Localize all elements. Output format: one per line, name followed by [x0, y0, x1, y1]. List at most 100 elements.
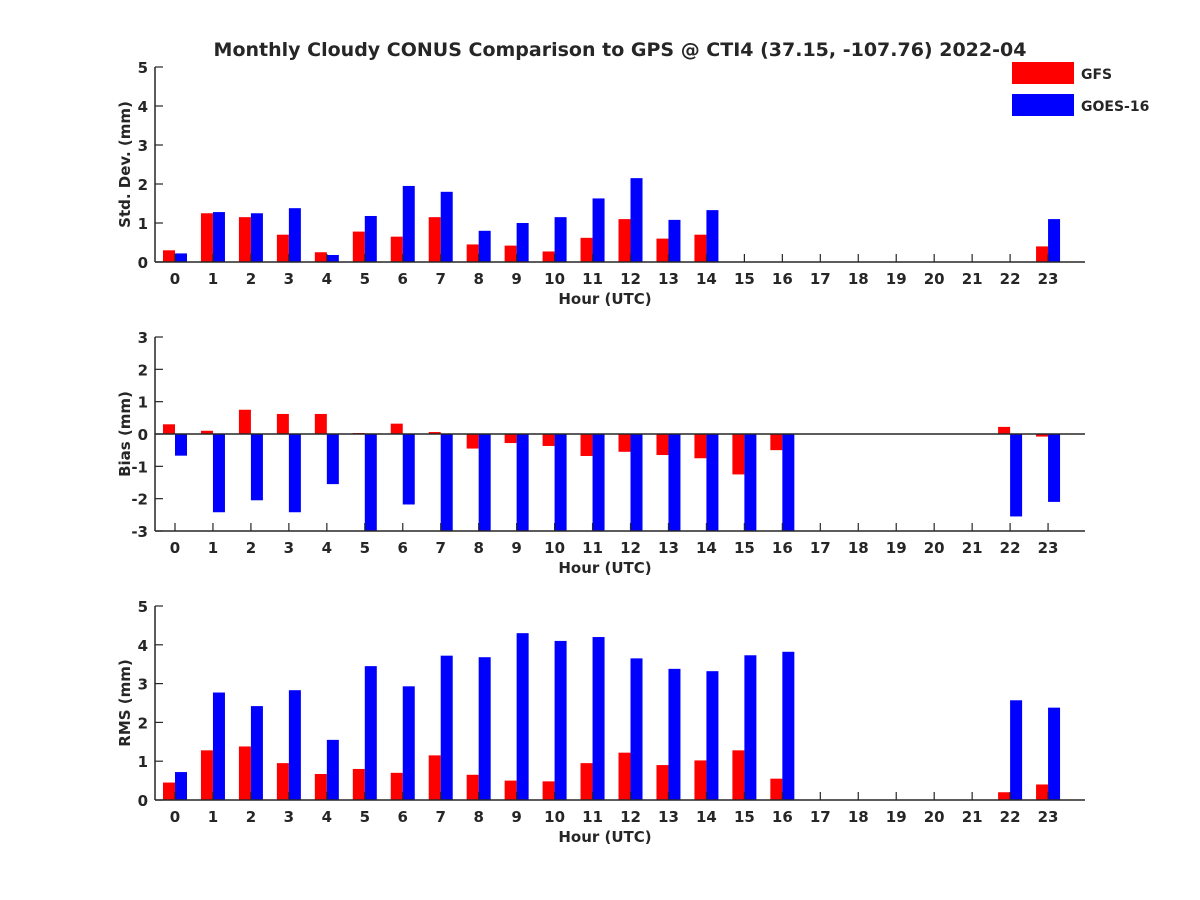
- bar-goes-16-4: [326, 434, 339, 485]
- bar-gfs-13: [656, 765, 669, 800]
- bar-gfs-22: [998, 426, 1011, 434]
- y-tick-label: 0: [138, 254, 148, 272]
- bar-goes-16-22: [1010, 434, 1023, 517]
- bar-gfs-14: [694, 434, 707, 459]
- bar-goes-16-3: [288, 690, 301, 800]
- x-tick-label: 11: [582, 539, 603, 557]
- x-tick-label: 4: [322, 808, 332, 826]
- y-tick-label: 4: [138, 98, 148, 116]
- bar-goes-16-5: [364, 215, 377, 262]
- bar-gfs-11: [580, 237, 593, 262]
- bar-goes-16-2: [250, 706, 263, 800]
- bar-goes-16-1: [212, 434, 225, 513]
- x-tick-label: 14: [696, 270, 717, 288]
- x-tick-label: 8: [473, 270, 483, 288]
- x-tick-label: 17: [810, 270, 831, 288]
- x-tick-label: 8: [473, 539, 483, 557]
- bar-gfs-5: [352, 768, 365, 800]
- x-tick-label: 1: [208, 539, 218, 557]
- x-tick-label: 20: [924, 539, 945, 557]
- x-tick-label: 16: [772, 270, 793, 288]
- bar-goes-16-14: [706, 434, 719, 531]
- bar-gfs-0: [163, 782, 175, 800]
- bar-goes-16-13: [668, 434, 681, 531]
- y-tick-label: 0: [138, 792, 148, 810]
- bar-goes-16-4: [326, 254, 339, 262]
- bar-goes-16-13: [668, 219, 681, 262]
- bar-gfs-10: [542, 251, 555, 262]
- bar-gfs-1: [200, 750, 213, 800]
- x-tick-label: 12: [620, 808, 641, 826]
- chart-title: Monthly Cloudy CONUS Comparison to GPS @…: [214, 39, 1027, 61]
- bar-goes-16-7: [440, 434, 453, 531]
- y-axis-label: Bias (mm): [116, 391, 134, 477]
- bar-gfs-16: [770, 778, 783, 800]
- bar-gfs-13: [656, 238, 669, 262]
- bar-gfs-14: [694, 760, 707, 800]
- x-tick-label: 20: [924, 270, 945, 288]
- x-tick-label: 23: [1038, 539, 1059, 557]
- x-tick-label: 21: [962, 808, 983, 826]
- bar-goes-16-4: [326, 739, 339, 800]
- x-tick-label: 9: [511, 808, 521, 826]
- bar-goes-16-6: [402, 185, 415, 262]
- bar-gfs-6: [390, 772, 403, 800]
- y-tick-label: 2: [138, 361, 148, 379]
- bar-goes-16-6: [402, 686, 415, 800]
- x-axis-label: Hour (UTC): [558, 290, 651, 308]
- x-tick-label: 18: [848, 270, 869, 288]
- x-tick-label: 9: [511, 539, 521, 557]
- x-tick-label: 3: [284, 808, 294, 826]
- bar-gfs-10: [542, 781, 555, 800]
- y-tick-label: 1: [138, 215, 148, 233]
- x-tick-label: 8: [473, 808, 483, 826]
- bar-gfs-12: [618, 434, 631, 452]
- x-tick-label: 2: [246, 270, 256, 288]
- x-tick-label: 5: [360, 808, 370, 826]
- bar-goes-16-8: [478, 657, 491, 800]
- x-tick-label: 18: [848, 808, 869, 826]
- bar-goes-16-11: [592, 198, 605, 262]
- bar-gfs-9: [504, 434, 517, 444]
- bar-goes-16-15: [744, 434, 757, 531]
- x-tick-label: 7: [435, 270, 445, 288]
- bar-goes-16-2: [250, 434, 263, 501]
- legend-swatch-goes-16: [1012, 94, 1074, 116]
- bar-goes-16-10: [554, 217, 567, 262]
- x-tick-label: 7: [435, 539, 445, 557]
- bar-goes-16-1: [212, 212, 225, 262]
- bar-goes-16-2: [250, 213, 263, 262]
- bar-gfs-8: [466, 774, 479, 800]
- bar-goes-16-3: [288, 208, 301, 262]
- bar-goes-16-23: [1048, 219, 1061, 262]
- x-tick-label: 15: [734, 539, 755, 557]
- x-tick-label: 1: [208, 270, 218, 288]
- y-tick-label: 2: [138, 714, 148, 732]
- x-tick-label: 21: [962, 539, 983, 557]
- bar-gfs-0: [163, 250, 175, 262]
- x-tick-label: 16: [772, 808, 793, 826]
- x-tick-label: 3: [284, 539, 294, 557]
- x-tick-label: 20: [924, 808, 945, 826]
- y-axis-label: RMS (mm): [116, 659, 134, 746]
- x-tick-label: 11: [582, 808, 603, 826]
- x-tick-label: 6: [398, 270, 408, 288]
- bar-gfs-23: [1036, 784, 1049, 800]
- bar-goes-16-3: [288, 434, 301, 513]
- x-tick-label: 6: [398, 539, 408, 557]
- bar-goes-16-12: [630, 178, 643, 262]
- legend-swatch-gfs: [1012, 62, 1074, 84]
- bar-goes-16-16: [782, 434, 795, 531]
- bar-goes-16-23: [1048, 707, 1061, 800]
- x-tick-label: 1: [208, 808, 218, 826]
- bar-gfs-2: [238, 409, 251, 434]
- x-tick-label: 2: [246, 808, 256, 826]
- bar-gfs-11: [580, 763, 593, 800]
- y-tick-label: 1: [138, 753, 148, 771]
- x-tick-label: 13: [658, 270, 679, 288]
- x-tick-label: 23: [1038, 808, 1059, 826]
- bar-goes-16-8: [478, 230, 491, 262]
- x-tick-label: 21: [962, 270, 983, 288]
